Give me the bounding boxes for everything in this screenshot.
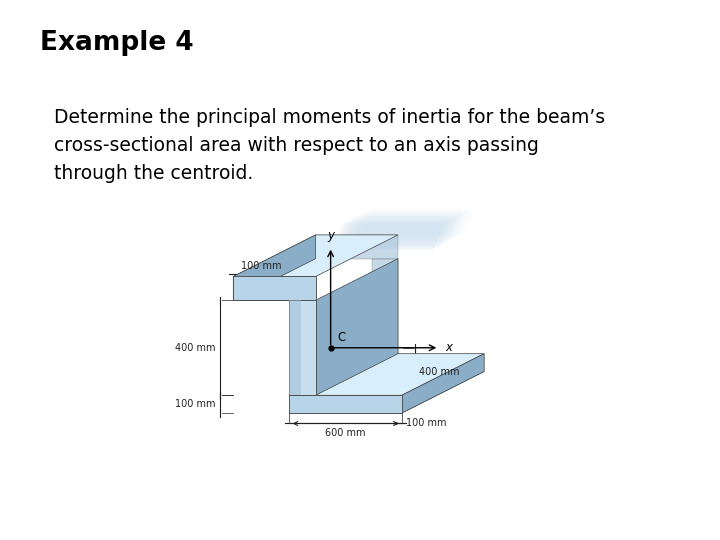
Polygon shape bbox=[351, 213, 463, 240]
Polygon shape bbox=[289, 354, 484, 395]
Polygon shape bbox=[355, 211, 467, 238]
Polygon shape bbox=[315, 235, 398, 259]
Polygon shape bbox=[289, 300, 301, 395]
Polygon shape bbox=[372, 259, 398, 354]
Text: 100 mm: 100 mm bbox=[241, 260, 282, 271]
Text: 600 mm: 600 mm bbox=[325, 428, 366, 438]
Polygon shape bbox=[289, 395, 402, 413]
Polygon shape bbox=[333, 223, 445, 249]
Polygon shape bbox=[233, 276, 315, 300]
Text: 400 mm: 400 mm bbox=[175, 343, 216, 353]
Polygon shape bbox=[372, 354, 484, 372]
Polygon shape bbox=[346, 216, 459, 242]
Polygon shape bbox=[289, 300, 315, 395]
Polygon shape bbox=[233, 235, 315, 300]
Text: 100 mm: 100 mm bbox=[175, 399, 216, 409]
Text: x: x bbox=[445, 341, 452, 354]
Polygon shape bbox=[337, 221, 449, 247]
Text: Determine the principal moments of inertia for the beam’s
cross-sectional area w: Determine the principal moments of inert… bbox=[54, 108, 605, 183]
Polygon shape bbox=[233, 235, 398, 276]
Polygon shape bbox=[289, 372, 484, 413]
Text: Example 4: Example 4 bbox=[40, 30, 193, 56]
Text: C: C bbox=[338, 331, 346, 344]
Polygon shape bbox=[359, 209, 472, 235]
Text: 100 mm: 100 mm bbox=[406, 418, 446, 429]
Text: 400 mm: 400 mm bbox=[419, 367, 460, 376]
Polygon shape bbox=[315, 259, 398, 395]
Polygon shape bbox=[289, 354, 398, 395]
Polygon shape bbox=[402, 354, 484, 413]
Polygon shape bbox=[341, 218, 454, 245]
Text: y: y bbox=[327, 230, 334, 242]
